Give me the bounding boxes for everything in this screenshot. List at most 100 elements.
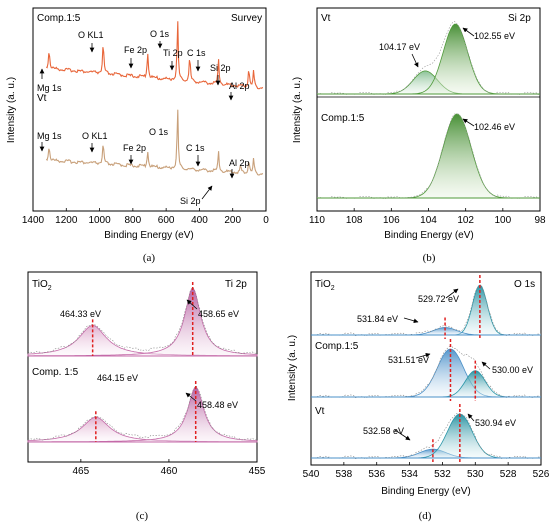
panel-b-x-tick-label: 102 — [457, 215, 474, 226]
panel-b-x-tick-label: 106 — [383, 215, 400, 226]
panel-d-caption: (d) — [419, 510, 432, 522]
panel-d-annotation-arrow — [445, 288, 459, 299]
panel-b-peak-label-2: 102.55 eV — [474, 31, 515, 41]
panel-c-series — [27, 282, 258, 443]
annotation-al2p-top: Al 2p — [229, 81, 250, 91]
panel-c-ticks: 465 460 455 — [73, 459, 266, 477]
panel-d-x-tick-label: 526 — [533, 469, 550, 480]
panel-c-caption: (c) — [136, 510, 149, 522]
ti2p-tio2-raw-data — [27, 287, 258, 354]
panel-c-frame — [27, 271, 258, 463]
panel-d-series — [310, 275, 542, 462]
o1s-tio2-component-1 — [311, 284, 541, 336]
panel-c-peak-label-1: 464.33 eV — [60, 309, 101, 319]
annotation-al2p-bottom: Al 2p — [229, 158, 250, 168]
panel-a-xlabel: Binding Energy (eV) — [104, 230, 194, 241]
panel-d-x-tick-label: 538 — [336, 469, 353, 480]
panel-d-x-tick-label: 534 — [401, 469, 418, 480]
panel-d-xlabel: Binding Energy (eV) — [381, 486, 471, 497]
annotation-mg1s-top: Mg 1s — [37, 83, 62, 93]
survey-line-comp — [45, 21, 264, 90]
panel-b-series-label-top: Vt — [321, 13, 331, 24]
panel-c-x-tick-label: 460 — [161, 466, 178, 477]
annotation-okl1-bottom: O KL1 — [82, 131, 108, 141]
ti2p-comp-raw-data — [27, 385, 258, 441]
panel-d: 540 538 536 534 532 530 528 526 O 1s TiO2 Comp.… — [287, 271, 550, 522]
panel-b-x-tick-label: 104 — [420, 215, 437, 226]
panel-d-annotation-arrow — [403, 317, 419, 324]
annotation-c1s-bottom: C 1s — [186, 143, 205, 153]
panel-d-annotation-arrow — [467, 413, 475, 422]
annotation-o1s-top: O 1s — [150, 29, 170, 39]
panel-d-peak-label-2: 531.84 eV — [357, 314, 398, 324]
ti2p-comp-component-2 — [27, 387, 258, 443]
panel-b-x-tick-label: 108 — [346, 215, 363, 226]
panel-c-peak-label-4: 458.48 eV — [197, 400, 238, 410]
panel-d-annotation-arrow — [481, 361, 491, 370]
panel-d-series-label-top: TiO2 — [315, 279, 335, 292]
panel-a-series — [39, 21, 264, 200]
panel-b-peak-label-1: 104.17 eV — [379, 42, 420, 52]
annotation-mg1s-bottom: Mg 1s — [37, 131, 62, 141]
o1s-vt-raw-data — [310, 412, 542, 460]
panel-a-annotation-arrow — [201, 185, 213, 200]
panel-a-ylabel: Intensity (a. u.) — [6, 77, 17, 143]
panel-d-x-tick-label: 536 — [368, 469, 385, 480]
annotation-si2p-top: Si 2p — [210, 63, 231, 73]
panel-b-caption: (b) — [423, 252, 436, 264]
panel-d-corner-label: O 1s — [514, 279, 535, 290]
panel-a-ticks: 1400 1200 1000 800 600 400 200 0 — [22, 208, 269, 226]
annotation-okl1-top: O KL1 — [78, 30, 104, 40]
panel-a-x-tick-label: 600 — [158, 215, 175, 226]
panel-a-series-label-bottom: Vt — [37, 93, 47, 104]
panel-b-ticks: 110 108 106 104 102 100 98 — [309, 208, 546, 226]
panel-c-corner-label: Ti 2p — [225, 279, 247, 290]
panel-d-x-tick-label: 540 — [303, 469, 320, 480]
panel-a: 1400 1200 1000 800 600 400 200 0 Survey Comp.1:… — [6, 7, 269, 264]
panel-d-frame — [310, 271, 542, 466]
panel-c-peak-label-2: 458.65 eV — [198, 309, 239, 319]
panel-b-xlabel: Binding Energy (eV) — [384, 230, 474, 241]
o1s-tio2-component-2 — [311, 327, 541, 336]
panel-b-series — [316, 21, 541, 199]
panel-a-x-tick-label: 1200 — [55, 215, 78, 226]
panel-b-peak-label-3: 102.46 eV — [474, 122, 515, 132]
panel-a-x-tick-label: 800 — [125, 215, 142, 226]
panel-b-ylabel: Intensity (a. u.) — [292, 77, 303, 143]
panel-b: 110 108 106 104 102 100 98 Si 2p Vt Comp.1:5 1… — [292, 7, 546, 264]
panel-a-x-tick-label: 0 — [263, 215, 269, 226]
annotation-o1s-bottom: O 1s — [149, 127, 169, 137]
panel-a-frame — [32, 7, 267, 212]
panel-d-annotation-arrow — [415, 352, 431, 359]
panel-b-x-tick-label: 100 — [494, 215, 511, 226]
panel-b-arrow-1 — [411, 53, 419, 68]
panel-c-series-label-top: TiO2 — [32, 279, 52, 292]
panel-d-peak-label-3: 531.51 eV — [388, 355, 429, 365]
annotation-c1s-top: C 1s — [187, 48, 206, 58]
o1s-tio2-raw-data — [310, 284, 542, 337]
panel-d-ylabel: Intensity (a. u.) — [287, 335, 298, 401]
panel-d-series-label-mid: Comp.1:5 — [315, 341, 359, 352]
annotation-fe2p-top: Fe 2p — [124, 45, 147, 55]
panel-d-peak-label-6: 530.94 eV — [475, 418, 516, 428]
panel-d-annotation-arrow — [394, 429, 411, 441]
panel-a-x-tick-label: 200 — [224, 215, 241, 226]
panel-c-x-tick-label: 465 — [73, 466, 90, 477]
panel-c-arrow-2 — [185, 392, 197, 402]
annotation-fe2p-bottom: Fe 2p — [123, 143, 146, 153]
panel-c: 465 460 455 Ti 2p TiO2 Comp. 1:5 464.33 eV… — [27, 271, 266, 522]
panel-b-x-tick-label: 110 — [309, 215, 325, 226]
panel-b-arrow-3 — [462, 118, 475, 127]
panel-d-peak-label-4: 530.00 eV — [492, 365, 533, 375]
panel-d-peak-label-5: 532.58 eV — [363, 426, 404, 436]
panel-c-x-tick-label: 455 — [249, 466, 266, 477]
panel-b-series-label-bottom: Comp.1:5 — [321, 113, 365, 124]
panel-a-annotations: Mg 1s O KL1 Fe 2p O 1s Ti 2p C 1s Si 2p … — [37, 29, 250, 206]
panel-d-x-tick-label: 528 — [500, 469, 517, 480]
panel-d-series-label-bottom: Vt — [315, 406, 325, 417]
panel-c-peak-label-3: 464.15 eV — [97, 373, 138, 383]
panel-c-arrow-1 — [186, 299, 198, 310]
panel-a-series-label-top: Comp.1:5 — [37, 13, 81, 24]
panel-d-peak-label-1: 529.72 eV — [418, 294, 459, 304]
